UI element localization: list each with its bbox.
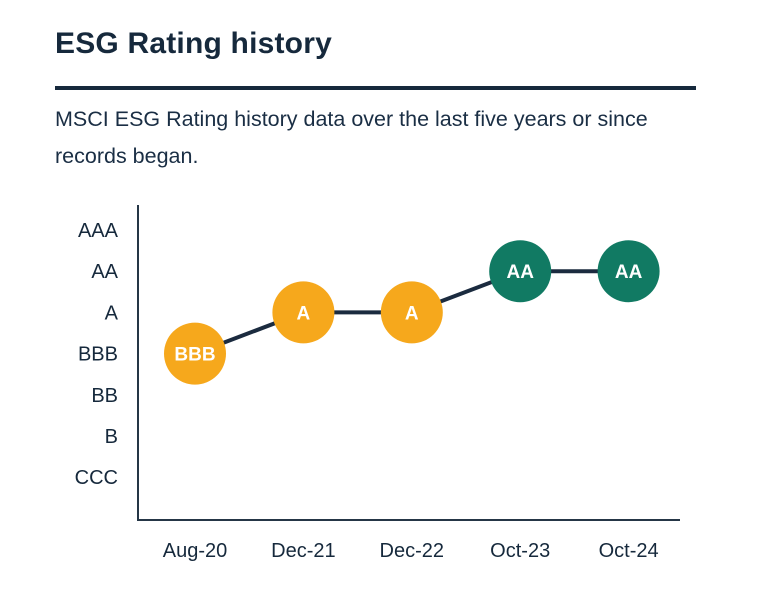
- x-axis-label: Dec-21: [271, 540, 335, 562]
- rating-point: [380, 281, 443, 344]
- y-axis-label: B: [105, 426, 118, 448]
- rating-point-label: A: [405, 303, 419, 324]
- x-axis-label: Oct-24: [599, 540, 659, 562]
- x-axis-label: Dec-22: [380, 540, 444, 562]
- rating-point: [489, 240, 552, 303]
- y-axis-label: BBB: [78, 344, 118, 366]
- y-axis-label: BB: [91, 385, 118, 407]
- rating-point-label: AA: [615, 262, 643, 283]
- rating-point-label: BBB: [174, 345, 215, 366]
- rating-point: [272, 281, 335, 344]
- chart-description-line1: MSCI ESG Rating history data over the la…: [55, 107, 648, 131]
- y-axis-label: CCC: [75, 467, 118, 489]
- chart-description-line2: records began.: [55, 144, 199, 168]
- x-axis-label: Oct-23: [490, 540, 550, 562]
- rating-point: [164, 322, 226, 385]
- y-axis-label: AAA: [78, 220, 119, 242]
- x-axis-label: Aug-20: [163, 540, 228, 562]
- y-axis-label: A: [105, 302, 119, 324]
- rating-point: [597, 240, 660, 303]
- chart-description: MSCI ESG Rating history data over the la…: [55, 101, 735, 175]
- rating-point-label: A: [297, 303, 311, 324]
- page-title: ESG Rating history: [55, 27, 332, 60]
- y-axis-label: AA: [91, 261, 118, 283]
- esg-rating-history-chart: AAA AA A BBB BB B CCC Aug-20 Dec-21 Dec-22 Oct-23 O…: [0, 190, 779, 597]
- title-divider: [55, 86, 696, 90]
- rating-point-label: AA: [506, 262, 534, 283]
